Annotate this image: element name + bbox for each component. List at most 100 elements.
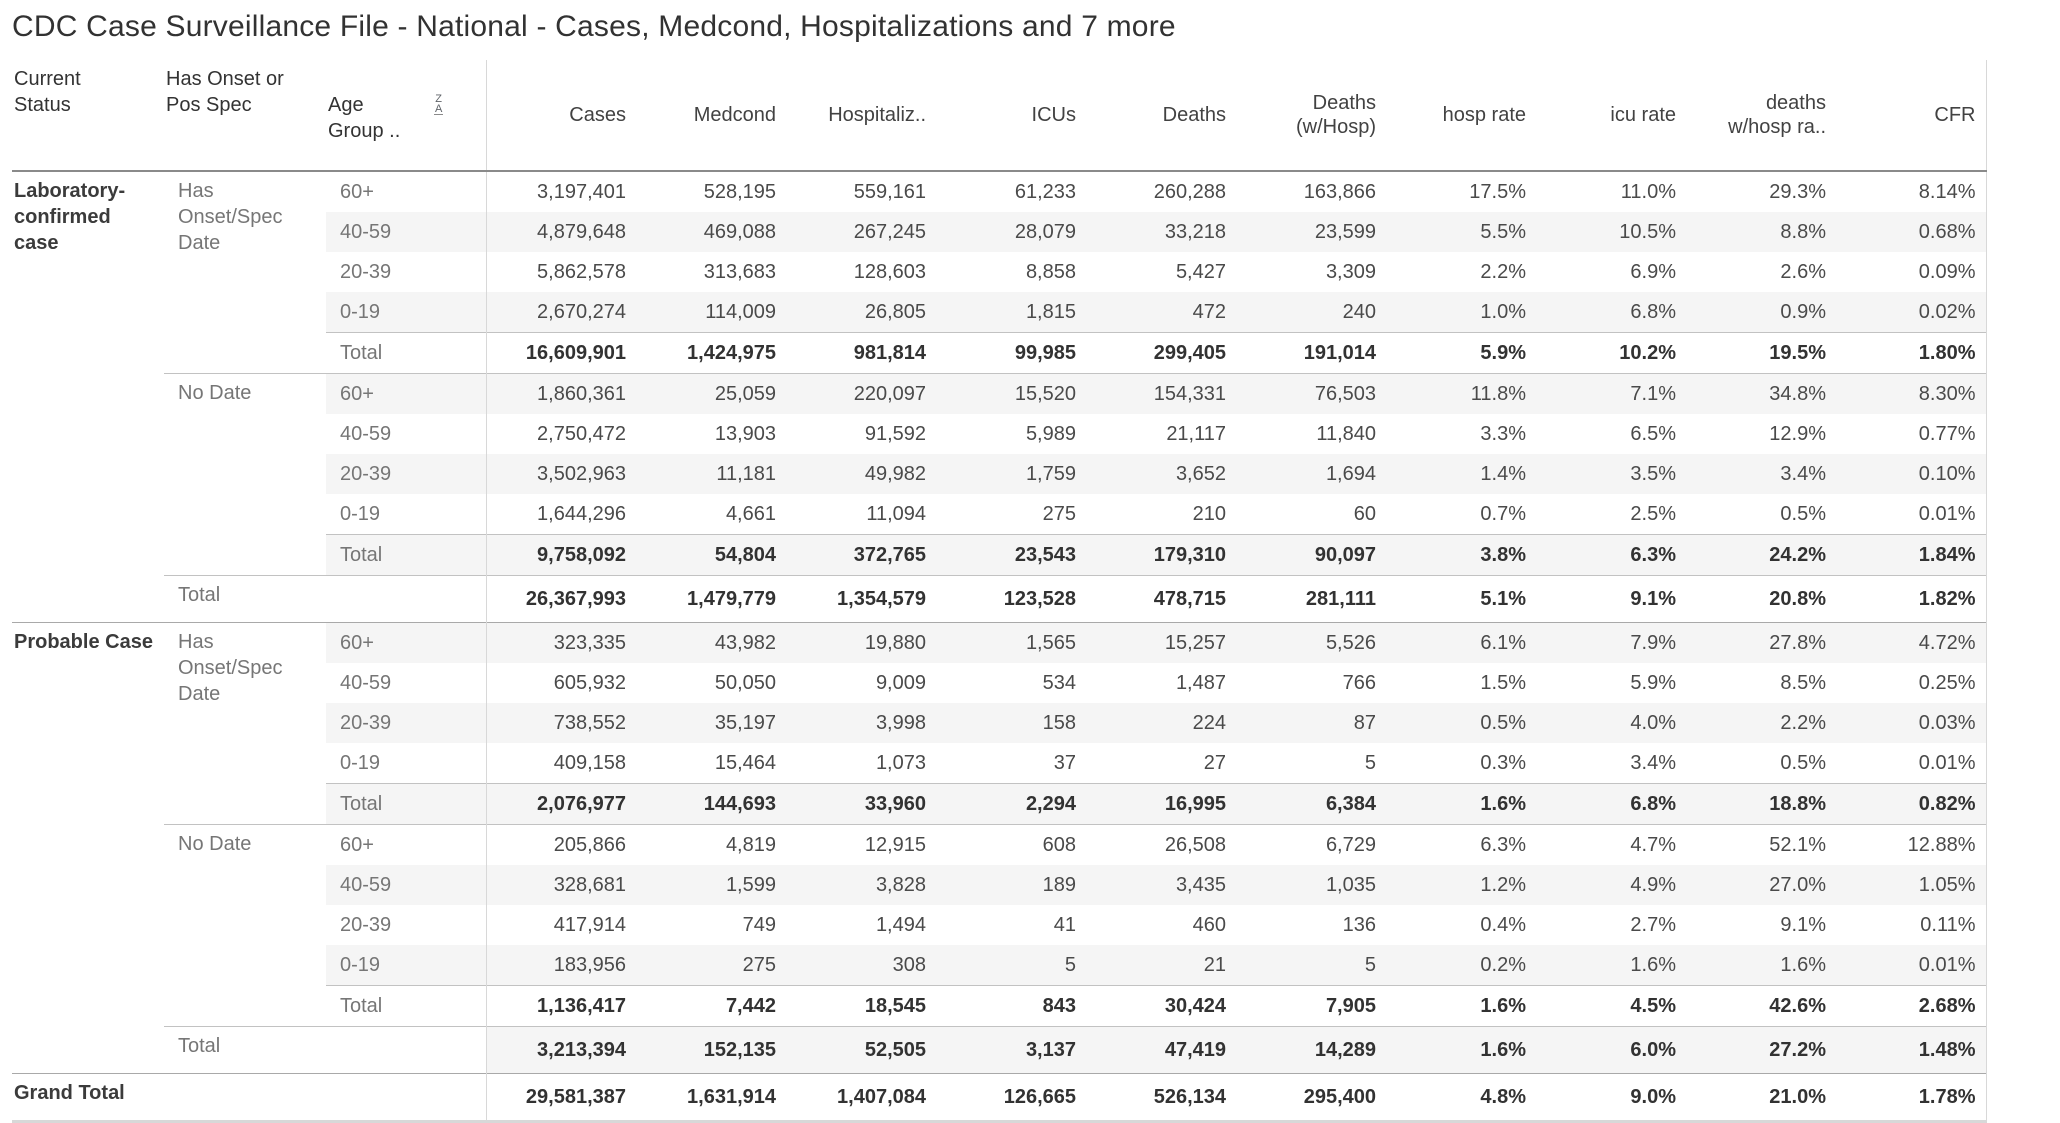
value-cell-icu-rate[interactable]: 10.5%: [1536, 212, 1686, 252]
value-cell-hospitaliz[interactable]: 372,765: [786, 534, 936, 576]
row-label-onset[interactable]: Total: [164, 575, 486, 623]
value-cell-hospitaliz[interactable]: 1,407,084: [786, 1073, 936, 1122]
value-cell-icus[interactable]: 534: [1042, 671, 1076, 694]
value-cell-deaths-w-hosp-ra[interactable]: 9.1%: [1780, 913, 1826, 936]
row-label-onset[interactable]: Has Onset/Spec Date: [178, 180, 283, 254]
value-cell-medcond[interactable]: 54,804: [636, 534, 786, 576]
value-cell-icus[interactable]: 126,665: [936, 1073, 1086, 1122]
value-cell-icu-rate[interactable]: 9.1%: [1536, 575, 1686, 623]
value-cell-icus[interactable]: 99,985: [936, 332, 1086, 374]
value-cell-hospitaliz[interactable]: 559,161: [853, 180, 926, 203]
value-cell-cases[interactable]: 16,609,901: [485, 332, 636, 374]
value-cell-deaths-w-hosp-ra[interactable]: 52.1%: [1686, 824, 1836, 865]
value-cell-cfr[interactable]: 1.78%: [1836, 1073, 1987, 1122]
row-label-onset[interactable]: Has Onset/Spec Date: [164, 622, 326, 825]
value-cell-deaths-w-hosp-ra[interactable]: 21.0%: [1686, 1073, 1836, 1122]
value-cell-icus[interactable]: 275: [1042, 502, 1076, 525]
value-cell-cfr[interactable]: 0.02%: [1836, 292, 1987, 333]
value-cell-deaths-w-hosp[interactable]: 60: [1353, 502, 1376, 525]
col-header-deaths-w-hosp-ra[interactable]: deaths w/hosp ra..: [1686, 60, 1836, 172]
value-cell-hospitaliz[interactable]: 220,097: [786, 373, 936, 414]
value-cell-cfr[interactable]: 0.82%: [1836, 783, 1987, 825]
value-cell-cfr[interactable]: 1.48%: [1836, 1026, 1987, 1074]
value-cell-deaths[interactable]: 472: [1086, 292, 1236, 333]
row-label-age[interactable]: 20-39: [326, 454, 486, 494]
value-cell-medcond[interactable]: 749: [742, 913, 776, 936]
row-label-age[interactable]: Total: [326, 332, 486, 374]
value-cell-cfr[interactable]: 0.77%: [1836, 414, 1987, 454]
value-cell-medcond[interactable]: 4,661: [725, 502, 776, 525]
value-cell-hospitaliz[interactable]: 267,245: [786, 212, 936, 252]
value-cell-icu-rate[interactable]: 2.5%: [1630, 502, 1676, 525]
value-cell-hospitaliz[interactable]: 52,505: [786, 1026, 936, 1074]
value-cell-medcond[interactable]: 275: [636, 945, 786, 986]
value-cell-cases[interactable]: 417,914: [485, 905, 636, 945]
value-cell-cfr[interactable]: 0.01%: [1836, 945, 1987, 986]
value-cell-medcond[interactable]: 1,631,914: [636, 1073, 786, 1122]
value-cell-deaths-w-hosp[interactable]: 1,035: [1236, 865, 1386, 905]
value-cell-medcond[interactable]: 144,693: [636, 783, 786, 825]
value-cell-cases[interactable]: 9,758,092: [485, 534, 636, 576]
value-cell-cases[interactable]: 3,197,401: [485, 171, 636, 212]
col-header-icus[interactable]: ICUs: [936, 60, 1086, 172]
row-label-onset[interactable]: No Date: [164, 373, 326, 576]
value-cell-deaths-w-hosp[interactable]: 281,111: [1236, 575, 1386, 623]
value-cell-cases[interactable]: 1,644,296: [485, 494, 636, 535]
value-cell-icus[interactable]: 2,294: [936, 783, 1086, 825]
value-cell-cases[interactable]: 183,956: [485, 945, 636, 986]
value-cell-hosp-rate[interactable]: 11.8%: [1386, 373, 1536, 414]
row-label-age[interactable]: 20-39: [340, 913, 392, 936]
value-cell-deaths-w-hosp-ra[interactable]: 12.9%: [1769, 422, 1826, 445]
value-cell-icu-rate[interactable]: 6.8%: [1536, 292, 1686, 333]
value-cell-hosp-rate[interactable]: 0.5%: [1386, 703, 1536, 743]
value-cell-cases[interactable]: 738,552: [485, 703, 636, 743]
row-label-status[interactable]: Laboratory-confirmed case: [14, 180, 126, 254]
value-cell-deaths-w-hosp-ra[interactable]: 2.6%: [1780, 260, 1826, 283]
col-header-deaths-w-hosp[interactable]: Deaths (w/Hosp): [1236, 60, 1386, 172]
row-label-age[interactable]: 40-59: [340, 671, 392, 694]
value-cell-icus[interactable]: 8,858: [1025, 260, 1076, 283]
value-cell-icus[interactable]: 608: [936, 824, 1086, 865]
value-cell-deaths[interactable]: 21: [1086, 945, 1236, 986]
value-cell-cases[interactable]: 323,335: [485, 622, 636, 663]
sort-descending-icon[interactable]: Z A: [434, 94, 444, 115]
value-cell-medcond[interactable]: 35,197: [636, 703, 786, 743]
value-cell-medcond[interactable]: 11,181: [636, 454, 786, 494]
row-label-onset[interactable]: Total: [164, 1026, 486, 1074]
value-cell-hosp-rate[interactable]: 0.3%: [1480, 751, 1526, 774]
value-cell-deaths[interactable]: 3,435: [1086, 865, 1236, 905]
row-label-age[interactable]: 60+: [326, 373, 486, 414]
value-cell-hosp-rate[interactable]: 1.2%: [1386, 865, 1536, 905]
value-cell-icu-rate[interactable]: 1.6%: [1536, 945, 1686, 986]
value-cell-deaths-w-hosp-ra[interactable]: 3.4%: [1686, 454, 1836, 494]
value-cell-cases[interactable]: 3,502,963: [485, 454, 636, 494]
value-cell-icu-rate[interactable]: 11.0%: [1620, 180, 1676, 203]
value-cell-deaths[interactable]: 224: [1086, 703, 1236, 743]
value-cell-icu-rate[interactable]: 6.5%: [1630, 422, 1676, 445]
value-cell-hosp-rate[interactable]: 6.3%: [1386, 824, 1536, 865]
value-cell-hospitaliz[interactable]: 91,592: [864, 422, 926, 445]
col-header-cfr[interactable]: CFR: [1836, 60, 1987, 172]
value-cell-deaths-w-hosp-ra[interactable]: 1.6%: [1686, 945, 1836, 986]
value-cell-cases[interactable]: 4,879,648: [485, 212, 636, 252]
value-cell-icus[interactable]: 61,233: [1014, 180, 1076, 203]
value-cell-hospitaliz[interactable]: 12,915: [786, 824, 936, 865]
value-cell-cfr[interactable]: 1.82%: [1836, 575, 1987, 623]
value-cell-deaths[interactable]: 154,331: [1086, 373, 1236, 414]
value-cell-hosp-rate[interactable]: 1.0%: [1386, 292, 1536, 333]
row-label-age[interactable]: Total: [326, 985, 486, 1027]
value-cell-deaths-w-hosp[interactable]: 5: [1364, 751, 1376, 774]
value-cell-medcond[interactable]: 50,050: [714, 671, 776, 694]
row-label-age[interactable]: 20-39: [326, 703, 486, 743]
row-label-status[interactable]: Probable Case: [12, 622, 164, 1074]
col-header-age-group[interactable]: Age Group .. Z A: [326, 60, 486, 172]
value-cell-deaths[interactable]: 26,508: [1086, 824, 1236, 865]
value-cell-cfr[interactable]: 8.30%: [1836, 373, 1987, 414]
value-cell-hospitaliz[interactable]: 981,814: [786, 332, 936, 374]
value-cell-icu-rate[interactable]: 6.9%: [1630, 260, 1676, 283]
value-cell-icus[interactable]: 41: [1053, 913, 1076, 936]
value-cell-deaths-w-hosp-ra[interactable]: 20.8%: [1686, 575, 1836, 623]
value-cell-deaths[interactable]: 260,288: [1153, 180, 1226, 203]
value-cell-cases[interactable]: 2,750,472: [485, 414, 636, 454]
value-cell-cases[interactable]: 328,681: [485, 865, 636, 905]
